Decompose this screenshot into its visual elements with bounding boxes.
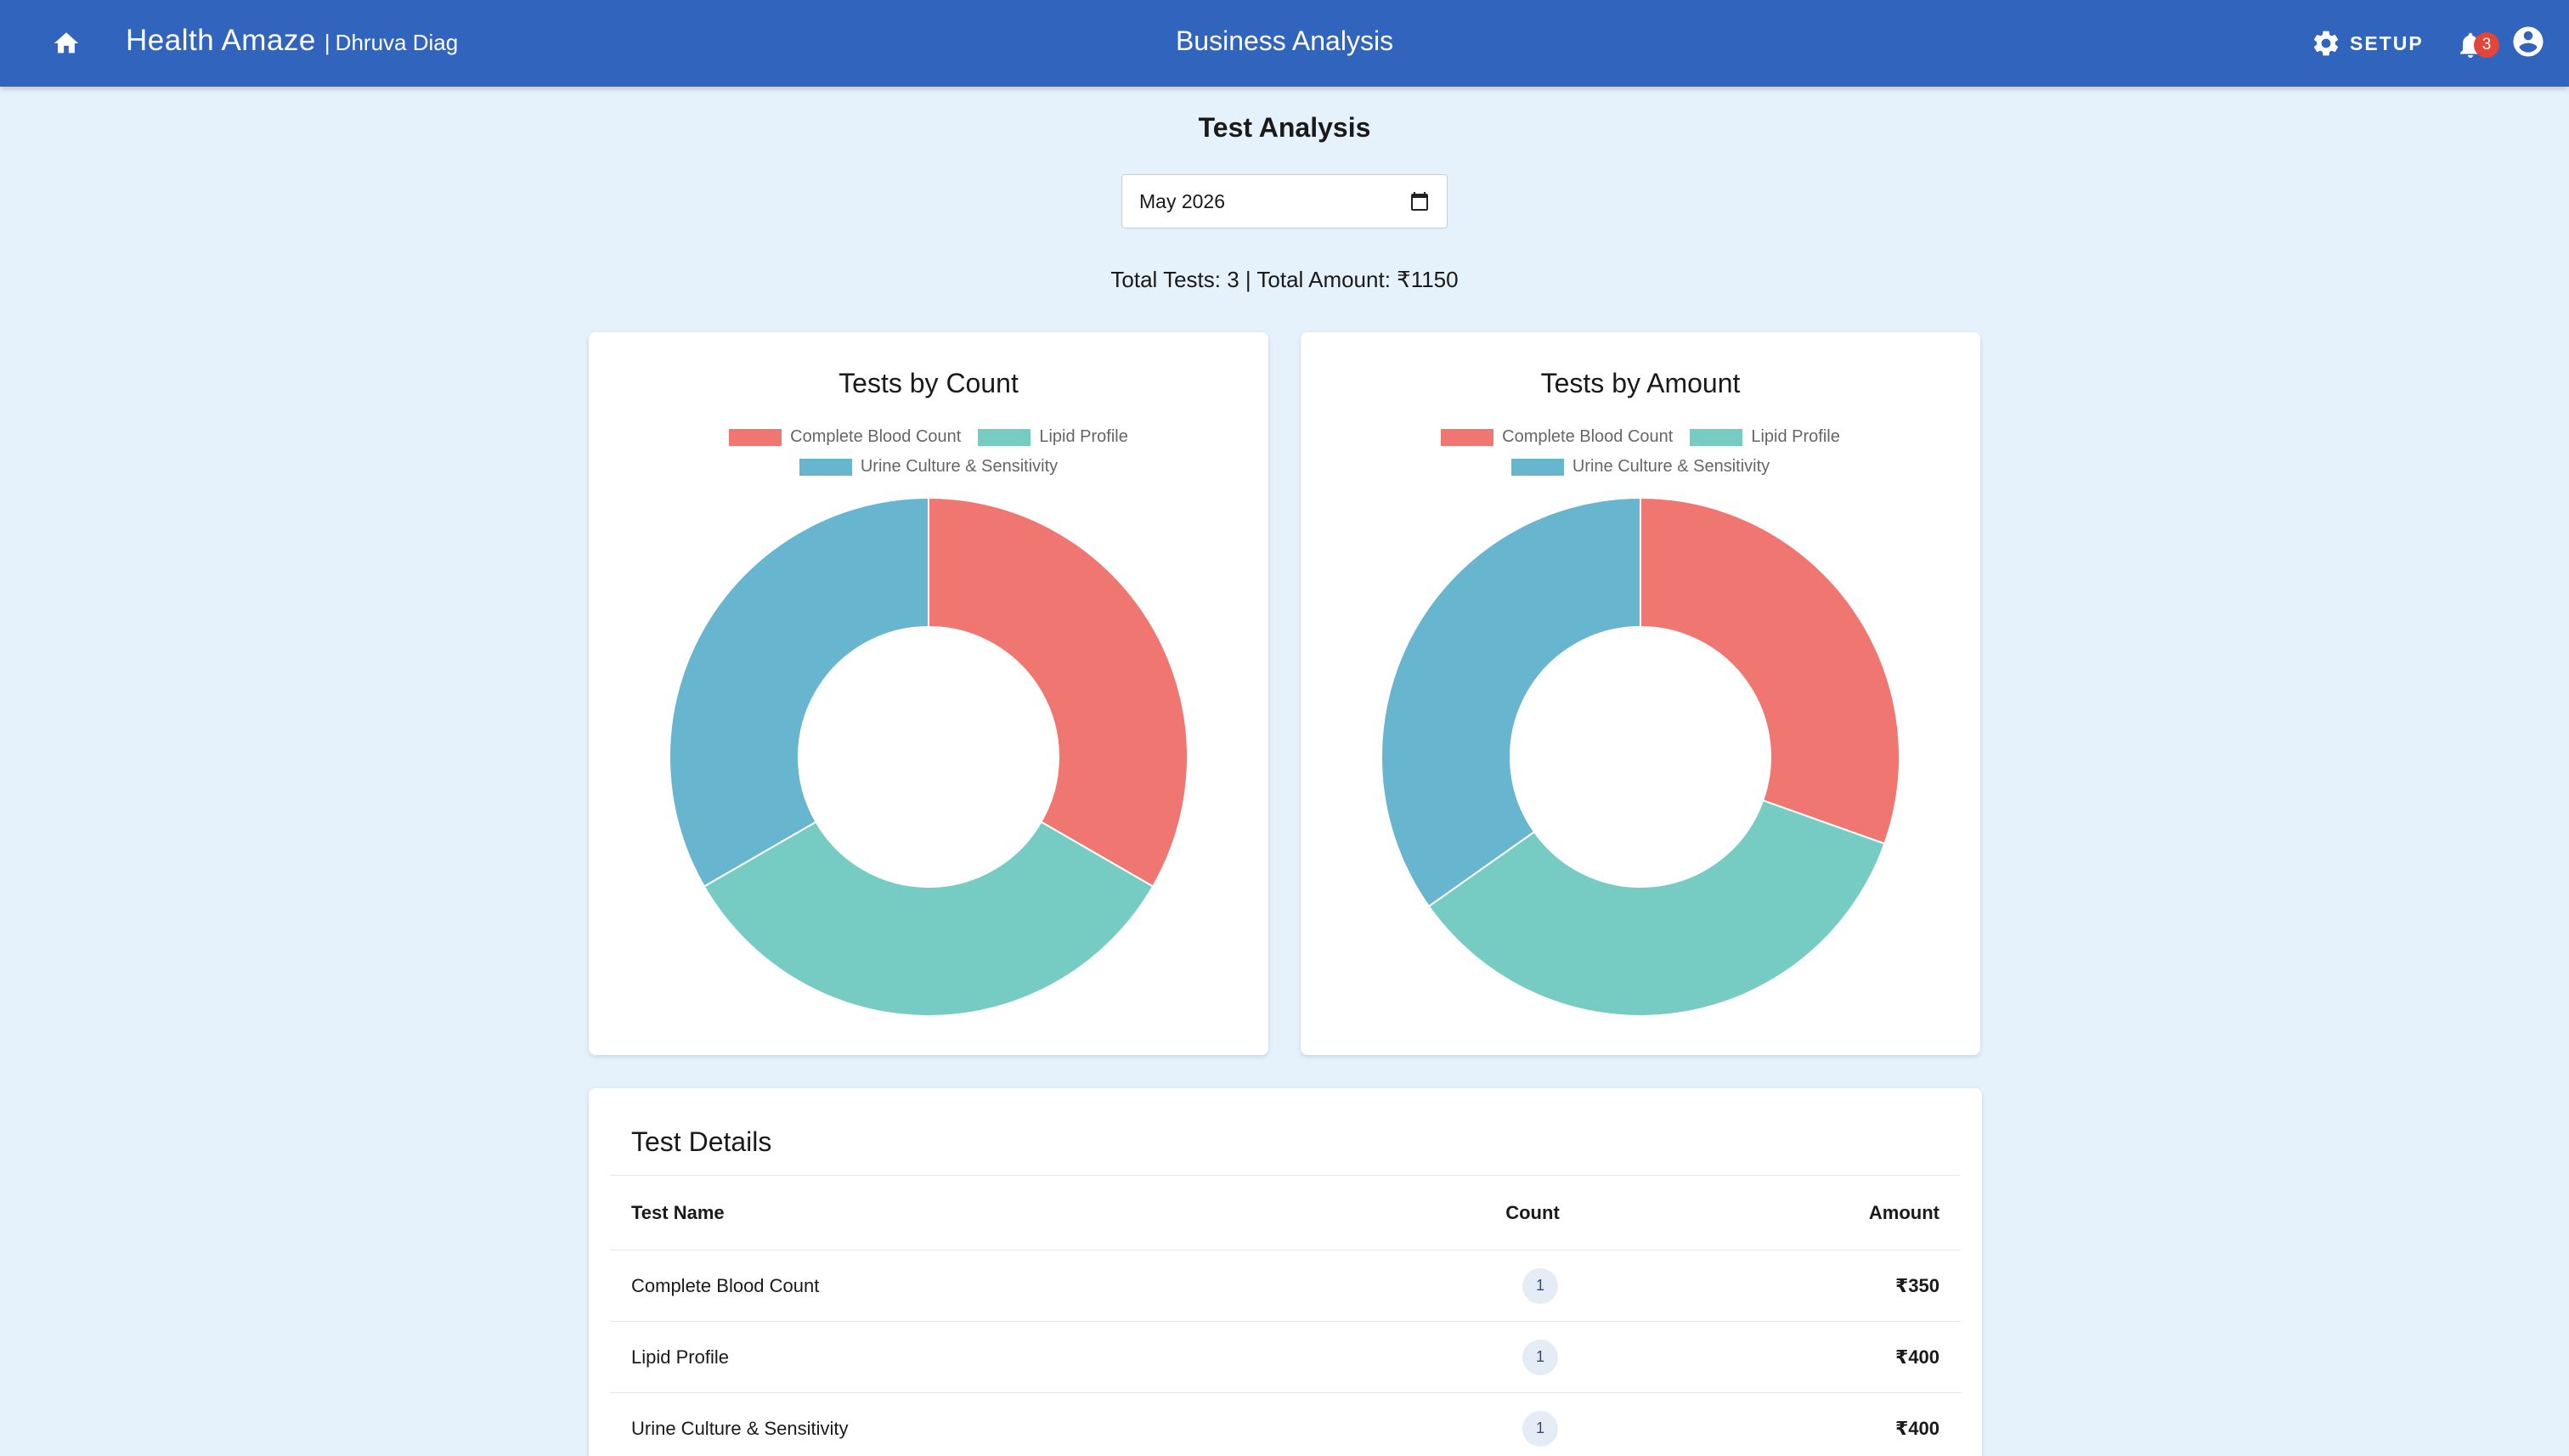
account-button[interactable] [2510, 24, 2551, 65]
legend-swatch [729, 428, 782, 446]
legend-swatch [978, 428, 1031, 446]
amount-cell: ₹350 [1894, 1274, 1939, 1296]
brand[interactable]: Health Amaze | Dhruva Diag [126, 24, 458, 58]
count-chip: 1 [1522, 1339, 1558, 1375]
count-chip: 1 [1522, 1410, 1558, 1447]
section-title: Test Analysis [1198, 112, 1371, 143]
chart-legend: Complete Blood Count Lipid Profile Urine… [1301, 427, 1980, 477]
amount-cell: ₹400 [1894, 1417, 1939, 1439]
legend-label: Urine Culture & Sensitivity [860, 457, 1059, 476]
table-row: Lipid Profile 1 ₹400 [610, 1322, 1961, 1393]
legend-item-urine[interactable]: Urine Culture & Sensitivity [1510, 457, 1770, 477]
column-header-test-name: Test Name [631, 1201, 725, 1223]
count-cell: 1 [1396, 1339, 1685, 1375]
legend-label: Complete Blood Count [790, 427, 962, 446]
test-details-card: Test Details Test Name Count Amount Comp… [589, 1088, 1982, 1456]
donut-slice-lipid[interactable] [703, 821, 1155, 1017]
notification-badge: 3 [2474, 32, 2499, 58]
legend-item-cbc[interactable]: Complete Blood Count [729, 427, 961, 447]
calendar-icon[interactable] [1409, 191, 1430, 212]
legend-label: Urine Culture & Sensitivity [1572, 457, 1770, 476]
brand-name: Health Amaze [126, 24, 316, 57]
gear-icon [2313, 31, 2339, 56]
legend-item-urine[interactable]: Urine Culture & Sensitivity [799, 457, 1058, 477]
chart-title: Tests by Amount [1540, 368, 1741, 398]
chart-title: Tests by Count [838, 368, 1019, 398]
legend-label: Complete Blood Count [1502, 427, 1674, 446]
column-header-amount: Amount [1868, 1201, 1939, 1223]
month-picker[interactable]: May 2026 [1121, 174, 1448, 229]
donut-slice-cbc[interactable] [1640, 496, 1900, 845]
legend-label: Lipid Profile [1751, 427, 1840, 446]
amount-chart-card: Tests by Amount Complete Blood Count Lip… [1301, 332, 1980, 1055]
count-cell: 1 [1396, 1267, 1685, 1304]
account-circle-icon [2513, 26, 2544, 57]
table-header-row: Test Name Count Amount [610, 1176, 1961, 1250]
count-chart-card: Tests by Count Complete Blood Count Lipi… [589, 332, 1268, 1055]
setup-label: SETUP [2350, 31, 2424, 54]
count-chip: 1 [1522, 1267, 1558, 1304]
month-value: May 2026 [1139, 189, 1226, 212]
home-button[interactable] [44, 21, 88, 65]
legend-swatch [799, 458, 852, 476]
legend-swatch [1690, 428, 1743, 446]
notifications-button[interactable]: 3 [2455, 25, 2499, 65]
table-title: Test Details [631, 1126, 772, 1157]
test-name-cell: Urine Culture & Sensitivity [631, 1417, 849, 1439]
donut-slice-cbc[interactable] [928, 496, 1189, 888]
donut-slice-lipid[interactable] [1427, 799, 1886, 1017]
legend-item-cbc[interactable]: Complete Blood Count [1441, 427, 1673, 447]
table-row: Complete Blood Count 1 ₹350 [610, 1250, 1961, 1322]
table-row: Urine Culture & Sensitivity 1 ₹400 [610, 1393, 1961, 1456]
chart-legend: Complete Blood Count Lipid Profile Urine… [589, 427, 1268, 477]
legend-item-lipid[interactable]: Lipid Profile [1690, 427, 1840, 447]
setup-button[interactable]: SETUP [2311, 24, 2424, 63]
donut-slice-urine[interactable] [669, 496, 929, 888]
count-cell: 1 [1396, 1410, 1685, 1447]
legend-label: Lipid Profile [1039, 427, 1128, 446]
count-donut-chart [669, 496, 1189, 1017]
amount-donut-chart [1380, 496, 1900, 1017]
legend-swatch [1510, 458, 1564, 476]
legend-swatch [1441, 428, 1494, 446]
test-details-table: Test Name Count Amount Complete Blood Co… [610, 1175, 1961, 1456]
donut-slice-urine[interactable] [1380, 496, 1641, 908]
column-header-count-label: Count [1505, 1201, 1560, 1223]
legend-item-lipid[interactable]: Lipid Profile [978, 427, 1128, 447]
app-bar: Health Amaze | Dhruva Diag Business Anal… [0, 0, 2569, 87]
amount-cell: ₹400 [1894, 1346, 1939, 1368]
test-name-cell: Lipid Profile [631, 1346, 729, 1368]
test-name-cell: Complete Blood Count [631, 1274, 820, 1296]
column-header-count: Count [1396, 1202, 1685, 1224]
organization-name: Dhruva Diag [335, 30, 459, 55]
home-icon [54, 32, 79, 54]
totals-summary: Total Tests: 3 | Total Amount: ₹1150 [1110, 267, 1459, 292]
brand-separator: | [324, 30, 330, 55]
